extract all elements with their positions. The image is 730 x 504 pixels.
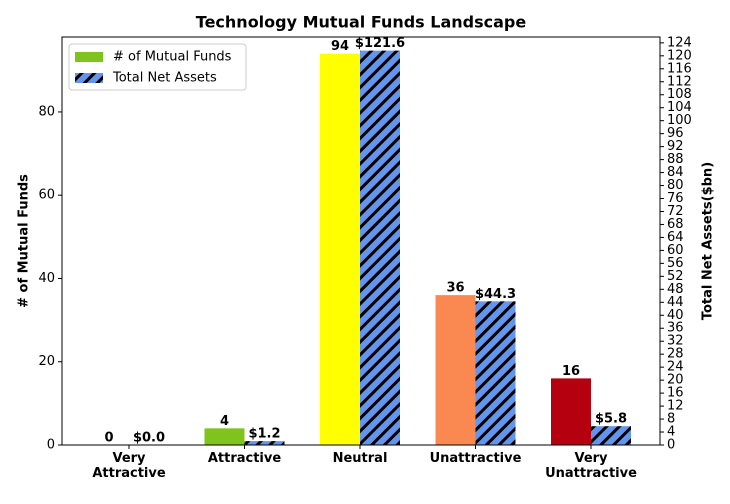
- x-tick-label-box: Very Unattractive: [545, 451, 637, 481]
- x-tick-label-box: Unattractive: [429, 451, 522, 466]
- y2-tick-label: 68: [667, 217, 684, 232]
- value-label: 16: [562, 364, 580, 379]
- y2-tick-label: 104: [667, 100, 692, 115]
- x-tick-label: Unattractive: [429, 451, 522, 466]
- bar: [320, 53, 360, 445]
- value-label: $5.8: [595, 412, 627, 427]
- y2-tick-label: 28: [667, 347, 684, 362]
- y2-tick-label: 72: [667, 204, 684, 219]
- y2-tick-label: 36: [667, 321, 684, 336]
- legend: # of Mutual Funds Total Net Assets: [68, 43, 247, 91]
- y-tick-label: 0: [47, 438, 55, 453]
- y2-tick-label: 24: [667, 360, 684, 375]
- legend-label: # of Mutual Funds: [113, 50, 232, 65]
- bar: [475, 301, 516, 445]
- value-label: 36: [446, 281, 464, 296]
- y2-tick-label: 52: [667, 269, 684, 284]
- x-tick-label: Neutral: [332, 451, 388, 466]
- x-tick-label-box: Very Attractive: [92, 451, 166, 481]
- y2-tick-label: 8: [667, 412, 675, 427]
- legend-frame: [68, 43, 247, 91]
- value-label: 0: [104, 431, 113, 446]
- y2-tick-label: 56: [667, 256, 684, 271]
- value-label: 94: [331, 39, 349, 54]
- x-tick-label-box: Neutral: [332, 451, 388, 466]
- x-tick-label: Very Attractive: [92, 451, 166, 481]
- y-tick-label: 60: [38, 188, 55, 203]
- y2-tick-label: 44: [667, 295, 684, 310]
- y2-tick-label: 88: [667, 152, 684, 167]
- plot-frame: [61, 36, 661, 446]
- y2-tick-label: 112: [667, 74, 692, 89]
- chart-title: Technology Mutual Funds Landscape: [196, 13, 527, 32]
- legend-swatch: [75, 73, 103, 83]
- y2-tick-label: 20: [667, 373, 684, 388]
- bar: [360, 50, 400, 446]
- legend-swatch: [75, 52, 103, 62]
- y2-tick-label: 84: [667, 165, 684, 180]
- y2-tick-label: 60: [667, 243, 684, 258]
- bar: [244, 441, 285, 445]
- bar: [551, 378, 591, 445]
- y2-tick-label: 96: [667, 126, 684, 141]
- y-axis-label: # of Mutual Funds: [17, 174, 32, 308]
- y2-tick-label: 32: [667, 334, 684, 349]
- x-tick-label: Attractive: [207, 451, 282, 466]
- value-label: $44.3: [475, 287, 516, 302]
- x-tick-label-box: Attractive: [207, 451, 282, 466]
- y2-tick-label: 100: [667, 113, 692, 128]
- y2-axis-label: Total Net Assets($bn): [701, 162, 716, 320]
- value-label: $1.2: [248, 427, 280, 442]
- y2-tick-label: 16: [667, 386, 684, 401]
- y2-tick-label: 40: [667, 308, 684, 323]
- bar: [435, 295, 476, 445]
- value-label: $121.6: [355, 36, 405, 51]
- y2-tick-label: 48: [667, 282, 684, 297]
- y2-tick-label: 64: [667, 230, 684, 245]
- legend-label: Total Net Assets: [112, 71, 217, 86]
- y-tick-label: 80: [38, 104, 55, 119]
- y2-tick-label: 4: [667, 425, 675, 440]
- value-label: 4: [220, 414, 229, 429]
- y2-tick-label: 92: [667, 139, 684, 154]
- y2-tick-label: 80: [667, 178, 684, 193]
- y-tick-label: 20: [38, 354, 55, 369]
- y2-tick-label: 12: [667, 399, 684, 414]
- y2-tick-label: 120: [667, 48, 692, 63]
- bar: [591, 426, 631, 445]
- y2-tick-label: 124: [667, 35, 692, 50]
- y2-tick-label: 108: [667, 87, 692, 102]
- bar: [204, 428, 245, 445]
- y-tick-label: 40: [38, 271, 55, 286]
- y2-tick-label: 0: [667, 438, 675, 453]
- y2-tick-label: 116: [667, 61, 692, 76]
- value-label: $0.0: [133, 431, 165, 446]
- y2-tick-label: 76: [667, 191, 684, 206]
- x-tick-label: Very Unattractive: [545, 451, 637, 481]
